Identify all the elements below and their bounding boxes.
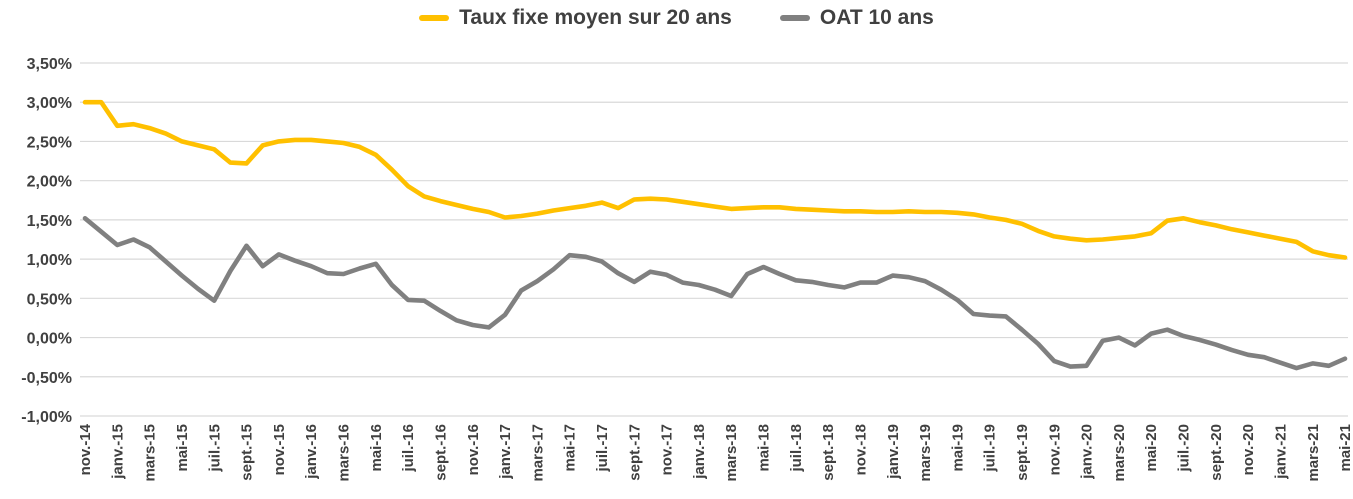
y-axis-tick-label: 0,00% [27,331,72,348]
legend-item-oat: OAT 10 ans [779,6,934,30]
x-axis-tick-label: juil.-20 [1176,424,1193,473]
x-axis-tick-label: mai-15 [174,424,191,472]
x-axis-tick-label: nov.-20 [1240,424,1257,475]
series-line-oat [82,216,1348,371]
y-axis-tick-label: 2,50% [27,134,72,151]
x-axis-tick-label: sept.-18 [820,424,837,481]
x-axis-tick-label: mars-20 [1111,424,1128,482]
x-axis-tick-label: janv.-17 [497,424,514,480]
legend-label-taux-fixe: Taux fixe moyen sur 20 ans [459,6,732,29]
x-axis-tick-label: juil.-15 [206,424,223,473]
x-axis-tick-label: sept.-20 [1208,424,1225,481]
legend-swatch-taux-fixe-icon [419,15,450,21]
x-axis-tick-label: juil.-19 [982,424,999,473]
y-axis-tick-label: -1,00% [21,409,72,426]
x-axis-tick-label: mai-19 [949,424,966,472]
x-axis-tick-label: janv.-19 [885,424,902,480]
x-axis-tick-label: sept.-16 [432,424,449,481]
x-axis-tick-label: janv.-18 [691,424,708,480]
x-axis-tick-label: juil.-16 [400,424,417,473]
y-axis-tick-label: 2,00% [27,174,72,191]
x-axis-tick-label: janv.-15 [109,424,126,480]
x-axis-tick-label: nov.-18 [852,424,869,475]
x-axis-tick-label: mars-18 [723,424,740,482]
series-line-taux-fixe [82,99,1348,260]
y-axis-tick-label: 3,00% [27,95,72,112]
x-axis-tick-label: nov.-15 [271,424,288,475]
x-axis-tick-label: nov.-17 [659,424,676,475]
x-axis-tick-label: mars-19 [917,424,934,482]
y-axis-tick-label: 1,00% [27,252,72,269]
legend-swatch-oat-icon [779,15,810,21]
x-axis-tick-label: mai-21 [1337,424,1353,472]
x-axis-tick-label: mai-20 [1143,424,1160,472]
y-axis-tick-label: 0,50% [27,291,72,308]
x-axis-tick-label: mai-16 [368,424,385,472]
x-axis-tick-label: mars-17 [529,424,546,482]
x-axis-tick-label: mars-21 [1305,424,1322,482]
x-axis-tick-label: nov.-16 [465,424,482,475]
y-axis-tick-label: 1,50% [27,213,72,230]
x-axis-tick-label: sept.-17 [626,424,643,481]
x-axis-tick-label: mars-16 [336,424,353,482]
x-axis-tick-label: mai-17 [562,424,579,472]
x-axis-tick-label: nov.-19 [1046,424,1063,475]
x-axis-tick-label: juil.-17 [594,424,611,473]
y-axis-tick-label: 3,50% [27,56,72,73]
x-axis-tick-label: mai-18 [756,424,773,472]
x-axis-tick-label: sept.-15 [239,424,256,481]
x-axis-tick-label: sept.-19 [1014,424,1031,481]
x-axis-tick-label: janv.-20 [1079,424,1096,480]
x-axis-tick-label: mars-15 [142,424,159,482]
chart-legend: Taux fixe moyen sur 20 ans OAT 10 ans [0,6,1353,30]
x-axis-tick-label: nov.-14 [77,423,94,475]
legend-label-oat: OAT 10 ans [819,6,934,29]
x-axis-tick-label: janv.-21 [1272,424,1289,480]
x-axis-tick-label: janv.-16 [303,424,320,480]
legend-item-taux-fixe: Taux fixe moyen sur 20 ans [419,6,732,30]
y-axis-tick-label: -0,50% [21,370,72,387]
x-axis-tick-label: juil.-18 [788,424,805,473]
